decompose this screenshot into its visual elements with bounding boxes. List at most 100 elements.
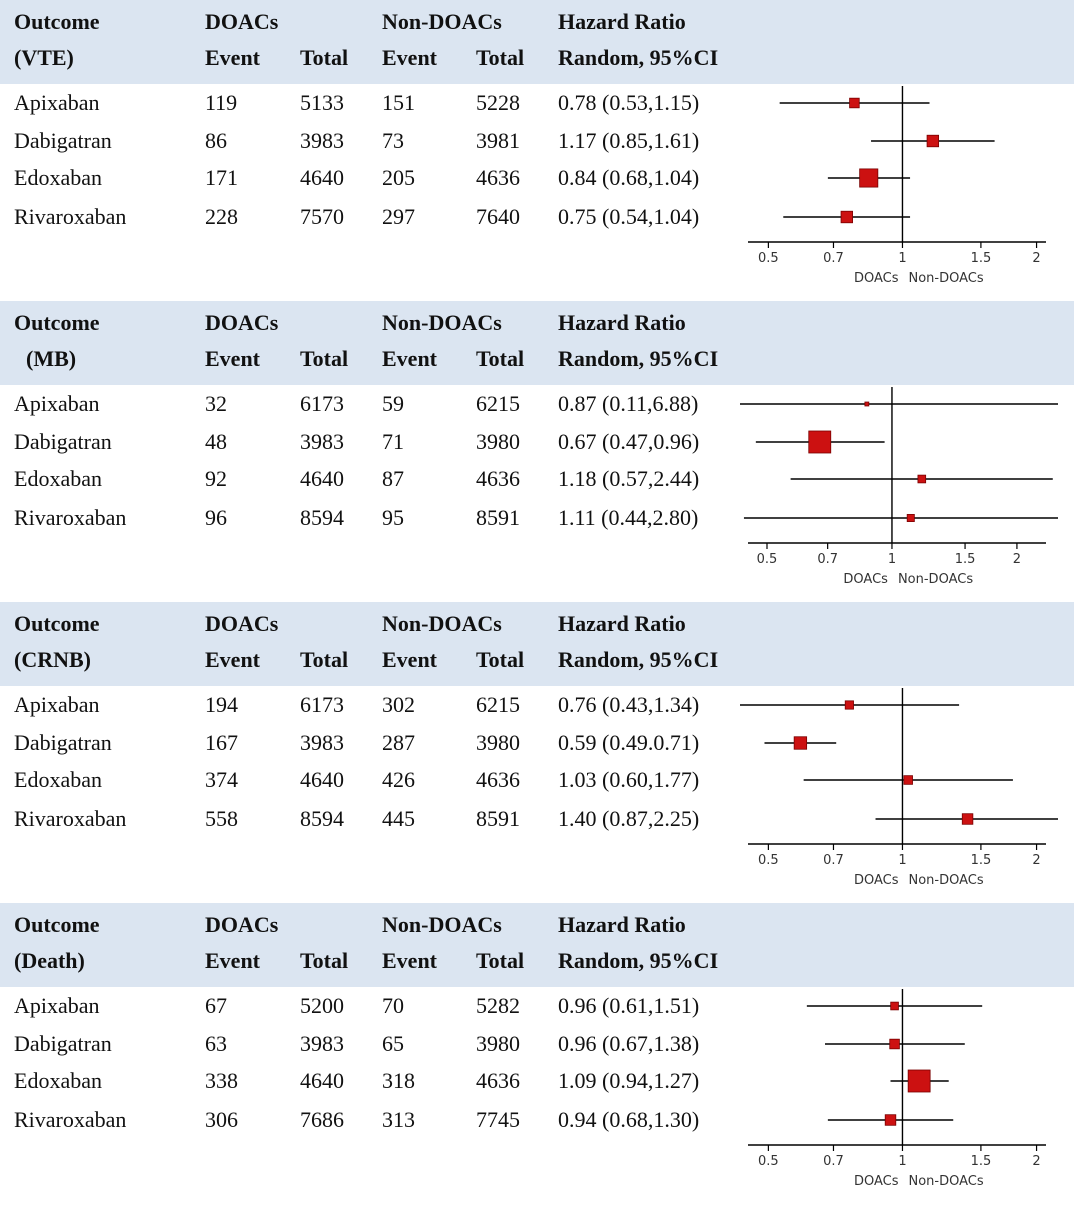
header-outcome: Outcome xyxy=(14,611,100,636)
drug-name: Apixaban xyxy=(14,692,100,717)
hazard-ratio-ci: 0.59 (0.49.0.71) xyxy=(558,730,700,755)
header-doacs-total: Total xyxy=(300,45,349,70)
header-band xyxy=(0,903,1074,987)
header-random-ci: Random, 95%CI xyxy=(558,346,719,371)
non-doacs-total-count: 3981 xyxy=(476,128,520,153)
non-doacs-event-count: 426 xyxy=(382,767,415,792)
header-outcome-type: (MB) xyxy=(26,346,77,371)
favours-doacs-label: DOACs xyxy=(854,1174,899,1189)
header-doacs-total: Total xyxy=(300,948,349,973)
doacs-event-count: 558 xyxy=(205,806,238,831)
doacs-total-count: 3983 xyxy=(300,1031,344,1056)
drug-name: Dabigatran xyxy=(14,1031,112,1056)
doacs-total-count: 4640 xyxy=(300,466,344,491)
non-doacs-event-count: 70 xyxy=(382,993,404,1018)
non-doacs-total-count: 4636 xyxy=(476,165,520,190)
forest-plot: 0.5 0.7 1 1.5 2 DOACs Non-DOACs xyxy=(748,989,1046,1189)
doacs-event-count: 63 xyxy=(205,1031,227,1056)
doacs-event-count: 119 xyxy=(205,90,238,115)
forest-plot: 0.5 0.7 1 1.5 2 DOACs Non-DOACs xyxy=(740,688,1058,888)
drug-name: Apixaban xyxy=(14,391,100,416)
header-hazard-ratio: Hazard Ratio xyxy=(558,9,686,34)
header-outcome: Outcome xyxy=(14,912,100,937)
hazard-ratio-ci: 0.87 (0.11,6.88) xyxy=(558,391,699,416)
non-doacs-total-count: 3980 xyxy=(476,1031,520,1056)
hazard-ratio-ci: 0.76 (0.43,1.34) xyxy=(558,692,700,717)
doacs-event-count: 228 xyxy=(205,204,238,229)
doacs-event-count: 86 xyxy=(205,128,227,153)
non-doacs-event-count: 297 xyxy=(382,204,415,229)
doacs-total-count: 3983 xyxy=(300,128,344,153)
point-estimate-marker xyxy=(859,168,879,188)
hazard-ratio-ci: 0.75 (0.54,1.04) xyxy=(558,204,700,229)
drug-name: Rivaroxaban xyxy=(14,505,127,530)
doacs-total-count: 8594 xyxy=(300,806,344,831)
header-non-doacs: Non-DOACs xyxy=(382,310,502,335)
non-doacs-total-count: 8591 xyxy=(476,806,520,831)
doacs-event-count: 338 xyxy=(205,1068,238,1093)
non-doacs-total-count: 3980 xyxy=(476,429,520,454)
drug-name: Dabigatran xyxy=(14,730,112,755)
non-doacs-total-count: 3980 xyxy=(476,730,520,755)
hazard-ratio-ci: 0.78 (0.53,1.15) xyxy=(558,90,700,115)
doacs-total-count: 3983 xyxy=(300,730,344,755)
favours-non-doacs-label: Non-DOACs xyxy=(898,572,973,587)
non-doacs-event-count: 151 xyxy=(382,90,415,115)
drug-name: Edoxaban xyxy=(14,767,102,792)
x-axis-tick-label: 2 xyxy=(1032,853,1040,868)
non-doacs-total-count: 6215 xyxy=(476,391,520,416)
x-axis-tick-label: 2 xyxy=(1013,552,1021,567)
outcome-panel: Outcome DOACs Non-DOACs Hazard Ratio (MB) Eve… xyxy=(0,301,1074,601)
favours-doacs-label: DOACs xyxy=(843,572,888,587)
header-doacs-event: Event xyxy=(205,647,260,672)
header-outcome-type: (CRNB) xyxy=(14,647,91,672)
header-non-doacs: Non-DOACs xyxy=(382,912,502,937)
outcome-panel: Outcome DOACs Non-DOACs Hazard Ratio (VTE) Ev… xyxy=(0,0,1074,300)
hazard-ratio-ci: 0.94 (0.68,1.30) xyxy=(558,1107,700,1132)
doacs-event-count: 48 xyxy=(205,429,227,454)
header-non-doacs-event: Event xyxy=(382,647,437,672)
non-doacs-event-count: 73 xyxy=(382,128,404,153)
point-estimate-marker xyxy=(961,813,974,825)
non-doacs-event-count: 87 xyxy=(382,466,404,491)
header-non-doacs-event: Event xyxy=(382,45,437,70)
drug-name: Edoxaban xyxy=(14,1068,102,1093)
point-estimate-marker xyxy=(793,736,808,750)
header-non-doacs-event: Event xyxy=(382,948,437,973)
point-estimate-marker xyxy=(917,474,927,484)
x-axis-tick-label: 1.5 xyxy=(971,1154,992,1169)
drug-name: Rivaroxaban xyxy=(14,204,127,229)
point-estimate-marker xyxy=(884,1114,897,1126)
header-random-ci: Random, 95%CI xyxy=(558,948,719,973)
header-non-doacs-event: Event xyxy=(382,346,437,371)
x-axis-tick-label: 0.7 xyxy=(823,251,844,266)
header-hazard-ratio: Hazard Ratio xyxy=(558,310,686,335)
header-doacs: DOACs xyxy=(205,912,279,937)
drug-name: Dabigatran xyxy=(14,128,112,153)
x-axis-tick-label: 1 xyxy=(888,552,896,567)
doacs-total-count: 4640 xyxy=(300,767,344,792)
non-doacs-event-count: 318 xyxy=(382,1068,415,1093)
non-doacs-total-count: 5228 xyxy=(476,90,520,115)
point-estimate-marker xyxy=(840,210,853,224)
drug-name: Apixaban xyxy=(14,90,100,115)
hazard-ratio-ci: 1.40 (0.87,2.25) xyxy=(558,806,700,831)
non-doacs-total-count: 6215 xyxy=(476,692,520,717)
doacs-event-count: 374 xyxy=(205,767,238,792)
doacs-event-count: 67 xyxy=(205,993,227,1018)
header-doacs-event: Event xyxy=(205,948,260,973)
doacs-event-count: 194 xyxy=(205,692,238,717)
non-doacs-event-count: 205 xyxy=(382,165,415,190)
x-axis-tick-label: 0.7 xyxy=(823,853,844,868)
header-doacs-event: Event xyxy=(205,346,260,371)
x-axis-tick-label: 0.5 xyxy=(758,1154,779,1169)
header-band xyxy=(0,301,1074,385)
favours-doacs-label: DOACs xyxy=(854,271,899,286)
doacs-total-count: 8594 xyxy=(300,505,344,530)
header-hazard-ratio: Hazard Ratio xyxy=(558,611,686,636)
header-non-doacs-total: Total xyxy=(476,647,525,672)
doacs-event-count: 92 xyxy=(205,466,227,491)
x-axis-tick-label: 1 xyxy=(898,853,906,868)
x-axis-tick-label: 2 xyxy=(1032,1154,1040,1169)
